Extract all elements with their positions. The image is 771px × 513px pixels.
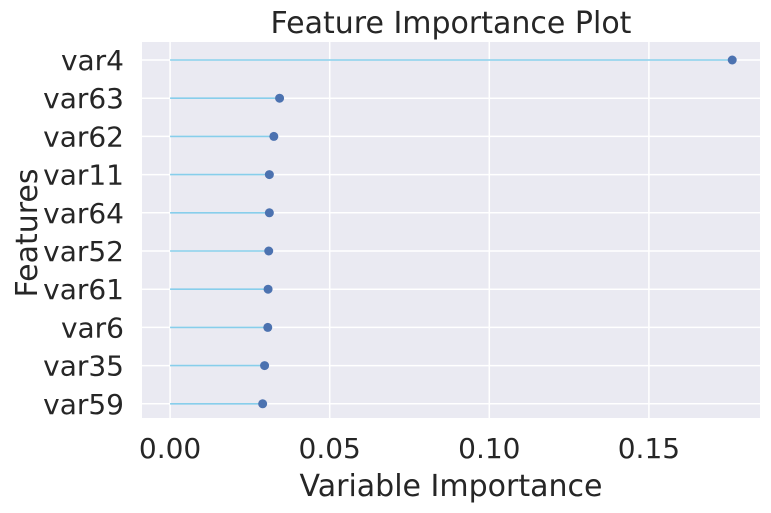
y-tick-label-var59: var59 bbox=[43, 388, 124, 421]
x-tick-label: 0.15 bbox=[618, 432, 680, 465]
y-tick-label-var35: var35 bbox=[43, 350, 124, 383]
x-axis-label: Variable Importance bbox=[300, 469, 603, 504]
marker-var35 bbox=[260, 361, 270, 371]
lollipop-markers bbox=[258, 55, 737, 409]
y-axis-label: Features bbox=[10, 169, 45, 298]
chart-title: Feature Importance Plot bbox=[271, 6, 632, 41]
marker-var61 bbox=[263, 284, 273, 294]
y-tick-label-var64: var64 bbox=[43, 197, 124, 230]
y-tick-label-var61: var61 bbox=[43, 273, 124, 306]
marker-var11 bbox=[264, 170, 274, 180]
y-tick-label-var52: var52 bbox=[43, 235, 124, 268]
marker-var6 bbox=[263, 322, 273, 332]
y-tick-label-var4: var4 bbox=[61, 44, 124, 77]
y-tick-label-var62: var62 bbox=[43, 120, 124, 153]
marker-var63 bbox=[275, 93, 285, 103]
marker-var64 bbox=[264, 208, 274, 218]
marker-var59 bbox=[258, 399, 268, 409]
marker-var62 bbox=[269, 131, 279, 141]
y-tick-label-var63: var63 bbox=[43, 82, 124, 115]
x-tick-label: 0.05 bbox=[299, 432, 361, 465]
y-tick-label-var11: var11 bbox=[43, 159, 124, 192]
x-tick-label: 0.00 bbox=[139, 432, 201, 465]
x-tick-labels: 0.00 0.05 0.10 0.15 bbox=[139, 432, 680, 465]
y-tick-label-var6: var6 bbox=[61, 311, 124, 344]
marker-var52 bbox=[264, 246, 274, 256]
x-tick-label: 0.10 bbox=[458, 432, 520, 465]
plot-area bbox=[142, 42, 760, 418]
lollipop-stems bbox=[170, 59, 733, 405]
y-tick-labels: var4 var63 var62 var11 var64 var52 var61 var6 va… bbox=[43, 44, 124, 421]
marker-var4 bbox=[727, 55, 737, 65]
